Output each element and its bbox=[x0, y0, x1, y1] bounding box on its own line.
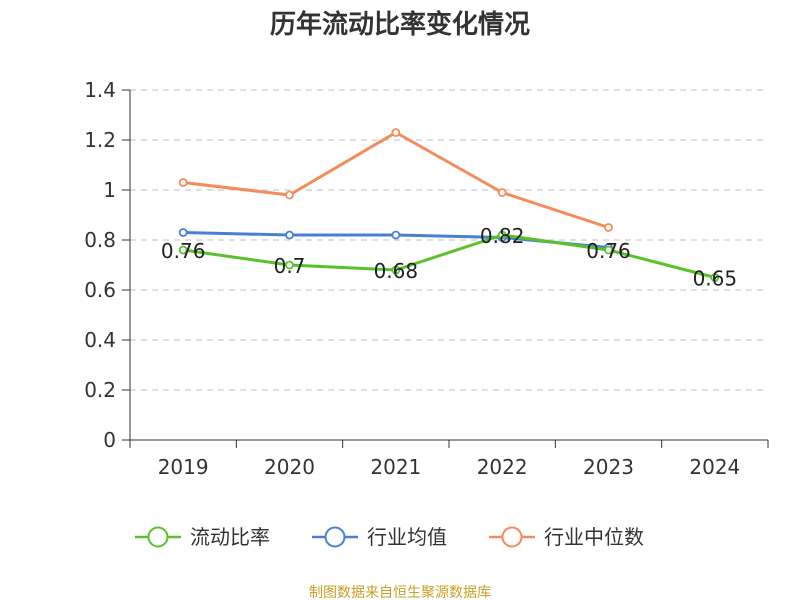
grid-lines bbox=[130, 89, 768, 391]
legend-item[interactable]: 行业中位数 bbox=[489, 525, 644, 549]
data-label: 0.82 bbox=[480, 224, 525, 248]
y-tick-label: 1 bbox=[103, 178, 116, 202]
data-label: 0.68 bbox=[374, 259, 419, 283]
data-point bbox=[710, 273, 720, 282]
data-point bbox=[497, 188, 507, 197]
x-tick-label: 2024 bbox=[689, 455, 740, 479]
x-tick-label: 2021 bbox=[370, 455, 421, 479]
data-point bbox=[391, 230, 401, 240]
y-tick-label: 0.4 bbox=[84, 328, 116, 352]
data-point bbox=[604, 245, 613, 255]
legend-circle-icon bbox=[147, 526, 169, 548]
data-point bbox=[604, 223, 613, 232]
axes: 0 0.2 0.4 0.6 0.8 1 1.2 1.4 2019 2020 2021 2022 2023… bbox=[84, 78, 769, 479]
y-tick-label: 0.8 bbox=[84, 228, 116, 252]
legend-circle-icon bbox=[501, 526, 523, 548]
series-line bbox=[182, 233, 716, 279]
y-tick-label: 1.4 bbox=[84, 78, 116, 102]
data-labels: 0.76 0.7 0.68 0.82 0.76 0.65 bbox=[161, 224, 737, 291]
data-point bbox=[497, 230, 507, 240]
series-line bbox=[182, 131, 609, 229]
legend: 流动比率 行业均值 行业中位数 bbox=[135, 525, 644, 549]
x-tick-label: 2020 bbox=[264, 455, 315, 479]
series-0 bbox=[178, 230, 720, 282]
data-label: 0.76 bbox=[161, 239, 206, 263]
data-label: 0.7 bbox=[274, 254, 306, 278]
data-point bbox=[178, 245, 188, 255]
series-2 bbox=[178, 128, 613, 232]
legend-item[interactable]: 行业均值 bbox=[312, 525, 447, 549]
x-tick-label: 2019 bbox=[158, 455, 209, 479]
series-lines bbox=[178, 128, 720, 282]
legend-circle-icon bbox=[324, 526, 346, 548]
source-note: 制图数据来自恒生聚源数据库 bbox=[309, 585, 491, 600]
data-point bbox=[178, 228, 188, 237]
y-tick-label: 0.6 bbox=[84, 278, 116, 302]
x-tick-label: 2022 bbox=[477, 455, 528, 479]
data-point bbox=[391, 265, 401, 275]
legend-label: 行业均值 bbox=[367, 525, 447, 549]
data-label: 0.76 bbox=[586, 239, 631, 263]
data-point bbox=[391, 128, 401, 137]
y-tick-label: 0 bbox=[103, 428, 116, 452]
y-tick-label: 0.2 bbox=[84, 378, 116, 402]
data-point bbox=[285, 260, 294, 270]
legend-label: 行业中位数 bbox=[544, 525, 644, 549]
legend-item[interactable]: 流动比率 bbox=[135, 525, 270, 549]
data-point bbox=[178, 178, 188, 187]
y-tick-label: 1.2 bbox=[84, 128, 116, 152]
data-point bbox=[285, 230, 294, 240]
legend-label: 流动比率 bbox=[190, 525, 270, 549]
data-label: 0.65 bbox=[693, 267, 738, 291]
chart-title: 历年流动比率变化情况 bbox=[270, 9, 530, 40]
x-tick-label: 2023 bbox=[583, 455, 634, 479]
data-point bbox=[285, 190, 294, 200]
